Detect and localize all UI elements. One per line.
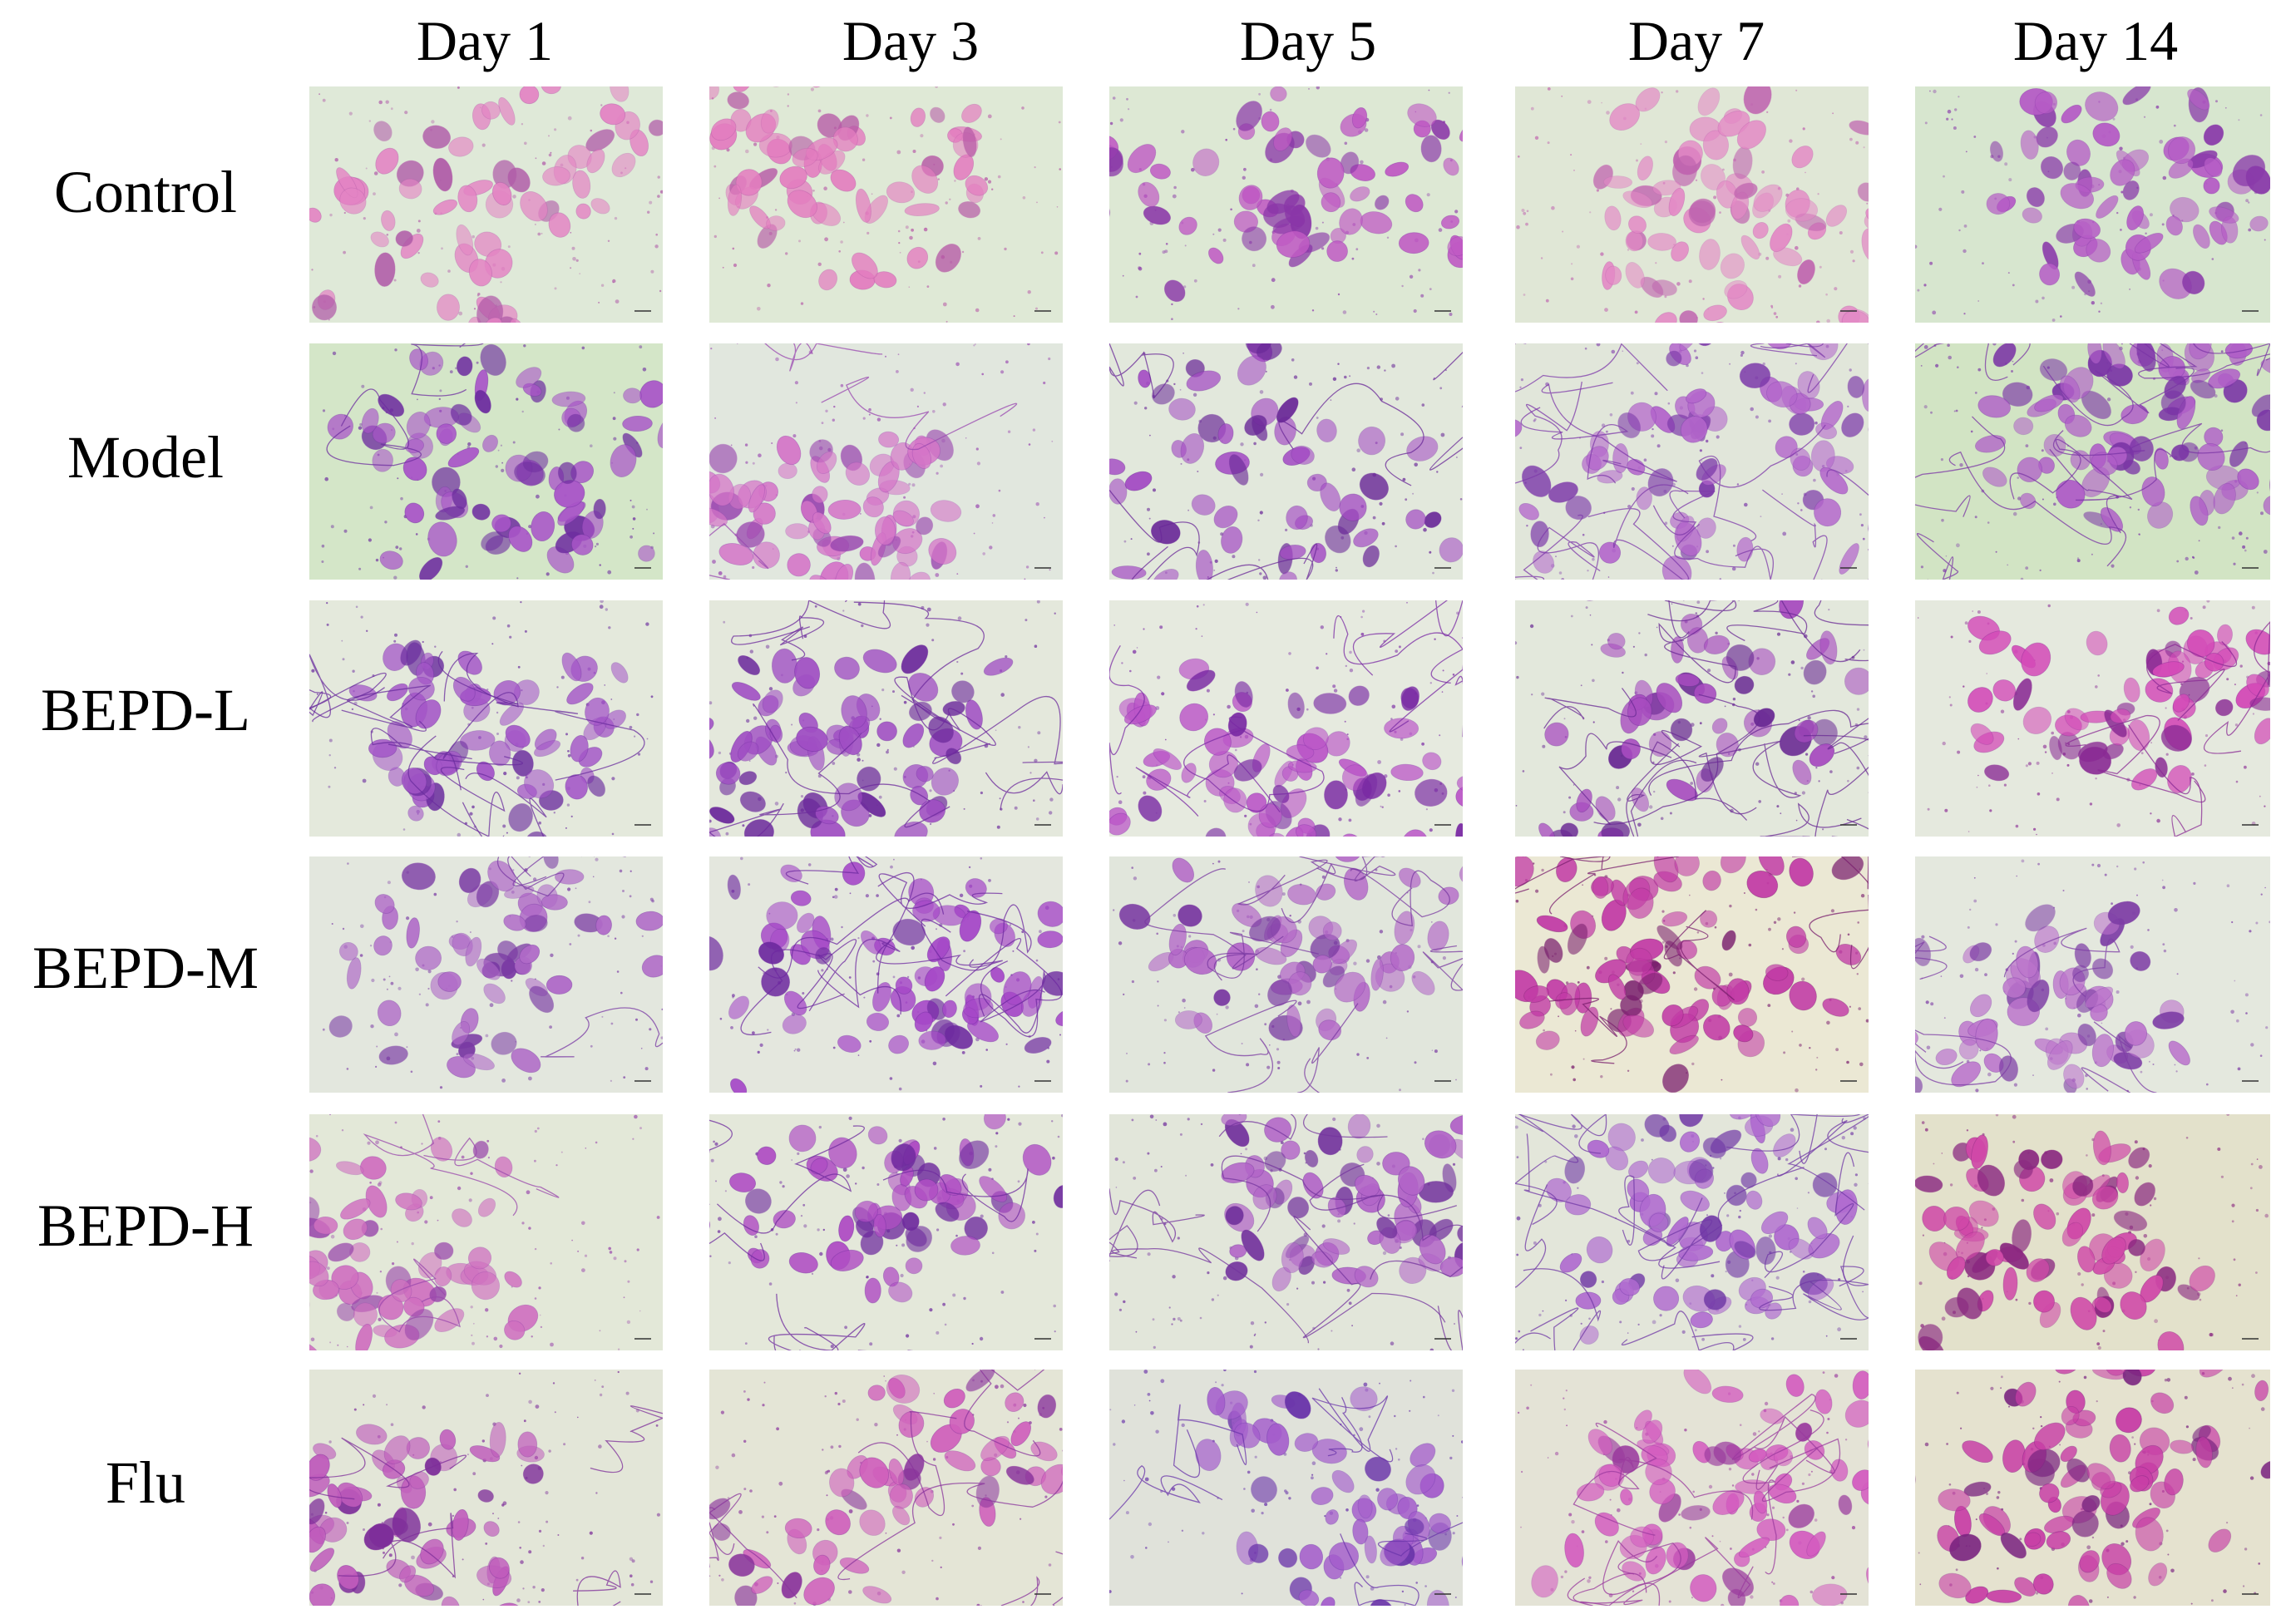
row-label-bepd-l: BEPD-L	[41, 677, 250, 743]
micrograph-bepd-h-day-14	[1915, 1114, 2270, 1350]
micrograph-model-day-1	[309, 343, 663, 580]
micrograph-bepd-m-day-14	[1915, 856, 2270, 1093]
column-label-day-7: Day 7	[1627, 9, 1765, 72]
micrograph-bepd-l-day-7	[1515, 600, 1869, 837]
micrograph-bepd-m-day-1	[309, 856, 663, 1093]
micrograph-bepd-h-day-3	[709, 1114, 1063, 1350]
row-label-bepd-h: BEPD-H	[37, 1192, 254, 1259]
micrograph-bepd-m-day-3	[709, 856, 1063, 1093]
micrograph-flu-day-3	[709, 1370, 1063, 1606]
row-label-bepd-m: BEPD-M	[32, 935, 259, 1001]
micrograph-control-day-7	[1515, 86, 1869, 323]
micrograph-bepd-l-day-5	[1109, 600, 1463, 837]
micrograph-flu-day-5	[1109, 1370, 1463, 1606]
micrograph-bepd-l-day-1	[309, 600, 663, 837]
column-label-day-5: Day 5	[1239, 9, 1377, 72]
micrograph-model-day-14	[1915, 343, 2270, 580]
column-label-day-14: Day 14	[2012, 9, 2179, 72]
micrograph-control-day-14	[1915, 86, 2270, 323]
micrograph-bepd-l-day-3	[709, 600, 1063, 837]
column-label-day-1: Day 1	[416, 9, 554, 72]
micrograph-flu-day-14	[1915, 1370, 2270, 1606]
micrograph-model-day-7	[1515, 343, 1869, 580]
column-label-day-3: Day 3	[842, 9, 980, 72]
row-label-flu: Flu	[105, 1449, 186, 1516]
micrograph-flu-day-7	[1515, 1370, 1869, 1606]
micrograph-bepd-m-day-5	[1109, 856, 1463, 1093]
micrograph-model-day-5	[1109, 343, 1463, 580]
micrograph-control-day-3	[709, 86, 1063, 323]
row-label-model: Model	[67, 424, 224, 491]
micrograph-bepd-m-day-7	[1515, 856, 1869, 1093]
micrograph-bepd-h-day-5	[1109, 1114, 1463, 1350]
micrograph-bepd-l-day-14	[1915, 600, 2270, 837]
row-label-control: Control	[53, 159, 237, 225]
micrograph-flu-day-1	[309, 1370, 663, 1606]
micrograph-bepd-h-day-1	[309, 1114, 663, 1350]
micrograph-bepd-h-day-7	[1515, 1114, 1869, 1350]
micrograph-control-day-1	[309, 86, 663, 323]
micrograph-model-day-3	[709, 343, 1063, 580]
micrograph-control-day-5	[1109, 86, 1463, 323]
